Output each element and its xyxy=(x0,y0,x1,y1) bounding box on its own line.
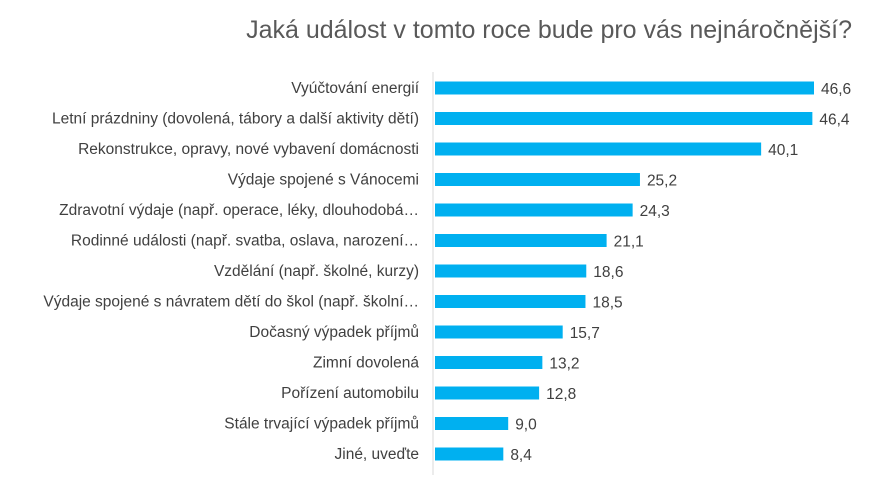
bar xyxy=(435,295,586,308)
category-label: Dočasný výpadek příjmů xyxy=(249,324,419,341)
bar xyxy=(435,264,587,278)
bars-group: Vyúčtování energií 46,6 Letní prázdniny (d… xyxy=(43,80,851,464)
data-label: 8,4 xyxy=(510,447,532,464)
category-label: Rodinné události (např. svatba, oslava, … xyxy=(71,233,419,250)
chart-title: Jaká událost v tomto roce bude pro vás n… xyxy=(246,16,852,44)
data-label: 18,5 xyxy=(592,295,622,312)
data-label: 12,8 xyxy=(546,386,576,403)
data-label: 46,4 xyxy=(819,112,850,129)
data-label: 46,6 xyxy=(821,81,851,98)
category-label: Stále trvající výpadek příjmů xyxy=(224,416,419,433)
category-label: Vyúčtování energií xyxy=(291,80,420,97)
category-label: Jiné, uveďte xyxy=(335,446,420,463)
data-label: 13,2 xyxy=(549,356,579,373)
data-label: 21,1 xyxy=(614,234,644,251)
category-label: Zdravotní výdaje (např. operace, léky, d… xyxy=(59,202,419,219)
category-label: Rekonstrukce, opravy, nové vybavení domá… xyxy=(78,141,419,158)
data-label: 40,1 xyxy=(768,142,798,159)
data-label: 18,6 xyxy=(593,264,623,281)
data-label: 24,3 xyxy=(640,203,670,220)
data-label: 9,0 xyxy=(515,417,537,434)
bar xyxy=(435,417,509,430)
category-label: Zimní dovolená xyxy=(313,355,419,372)
category-label: Vzdělání (např. školné, kurzy) xyxy=(214,263,419,280)
bar xyxy=(435,173,640,186)
category-label: Pořízení automobilu xyxy=(281,385,419,402)
bar xyxy=(435,234,607,247)
category-label: Výdaje spojené s Vánocemi xyxy=(228,172,419,189)
bar xyxy=(435,112,813,125)
bar xyxy=(435,386,540,400)
bar xyxy=(435,447,504,461)
category-label: Letní prázdniny (dovolená, tábory a dalš… xyxy=(52,111,419,128)
data-label: 25,2 xyxy=(647,173,677,190)
category-label: Výdaje spojené s návratem dětí do škol (… xyxy=(43,294,419,311)
bar xyxy=(435,325,563,339)
bar xyxy=(435,356,543,369)
bar xyxy=(435,142,762,156)
data-label: 15,7 xyxy=(570,325,600,342)
bar xyxy=(435,203,633,217)
bar xyxy=(435,81,814,95)
